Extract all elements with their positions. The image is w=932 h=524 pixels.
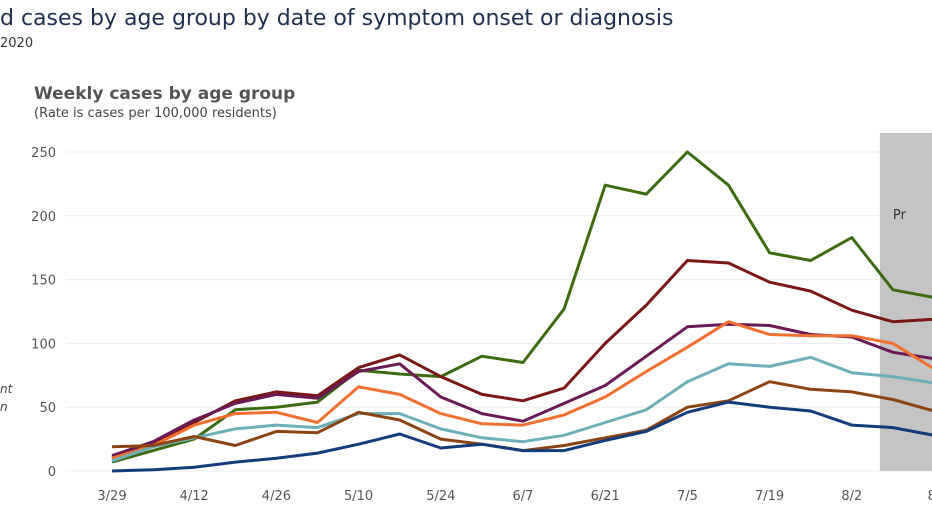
y-tick-label: 50 (39, 401, 56, 416)
x-tick-label: 4/12 (180, 489, 209, 504)
x-tick-label: 8/2 (841, 489, 862, 504)
series-line-4 (111, 355, 932, 463)
x-tick-label: 3/29 (97, 489, 126, 504)
y-tick-label: 200 (31, 210, 56, 225)
y-tick-label: 100 (31, 337, 56, 352)
x-tick-label: 4/26 (262, 489, 291, 504)
x-tick-label: 5/10 (344, 489, 373, 504)
side-label: nt (0, 382, 13, 396)
series-line-1 (111, 259, 932, 460)
y-tick-label: 250 (31, 146, 56, 161)
x-tick-label: 7/19 (755, 489, 784, 504)
series-line-0 (111, 150, 932, 464)
y-tick-label: 150 (31, 274, 56, 289)
report-date: 2020 (0, 36, 34, 51)
series-line-6 (111, 400, 932, 473)
x-tick-label: 7/5 (677, 489, 698, 504)
series-line-2 (111, 322, 932, 458)
page-title: d cases by age group by date of symptom … (0, 6, 674, 31)
chart-title: Weekly cases by age group (34, 84, 296, 104)
x-tick-label: 6/21 (591, 489, 620, 504)
x-tick-label: 6/7 (513, 489, 534, 504)
preliminary-band (879, 133, 932, 471)
x-tick-label: 5/24 (426, 489, 455, 504)
series-line-3 (111, 320, 932, 460)
x-tick-label: 8/ (928, 489, 932, 504)
chart-subtitle: (Rate is cases per 100,000 residents) (34, 106, 277, 121)
preliminary-label: Pr (893, 208, 907, 223)
y-tick-label: 0 (48, 465, 56, 480)
side-label: n (0, 400, 8, 414)
